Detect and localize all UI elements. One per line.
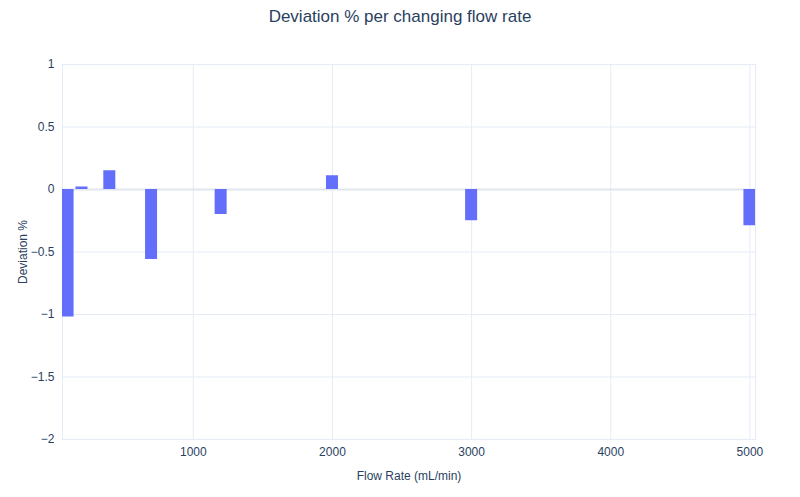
- svg-text:3000: 3000: [458, 445, 485, 459]
- svg-text:−1.5: −1.5: [31, 370, 55, 384]
- svg-text:Deviation %: Deviation %: [16, 220, 30, 284]
- svg-text:Flow Rate (mL/min): Flow Rate (mL/min): [357, 469, 462, 483]
- svg-text:0.5: 0.5: [38, 120, 55, 134]
- svg-text:4000: 4000: [597, 445, 624, 459]
- svg-text:1000: 1000: [180, 445, 207, 459]
- svg-text:−1: −1: [41, 307, 55, 321]
- svg-text:−0.5: −0.5: [31, 245, 55, 259]
- svg-text:5000: 5000: [737, 445, 764, 459]
- svg-text:−2: −2: [41, 432, 55, 446]
- svg-text:1: 1: [48, 57, 55, 71]
- svg-text:0: 0: [48, 182, 55, 196]
- svg-text:2000: 2000: [319, 445, 346, 459]
- html-text:Deviation % per changing flow: Deviation % per changing flow rate: [268, 7, 532, 26]
